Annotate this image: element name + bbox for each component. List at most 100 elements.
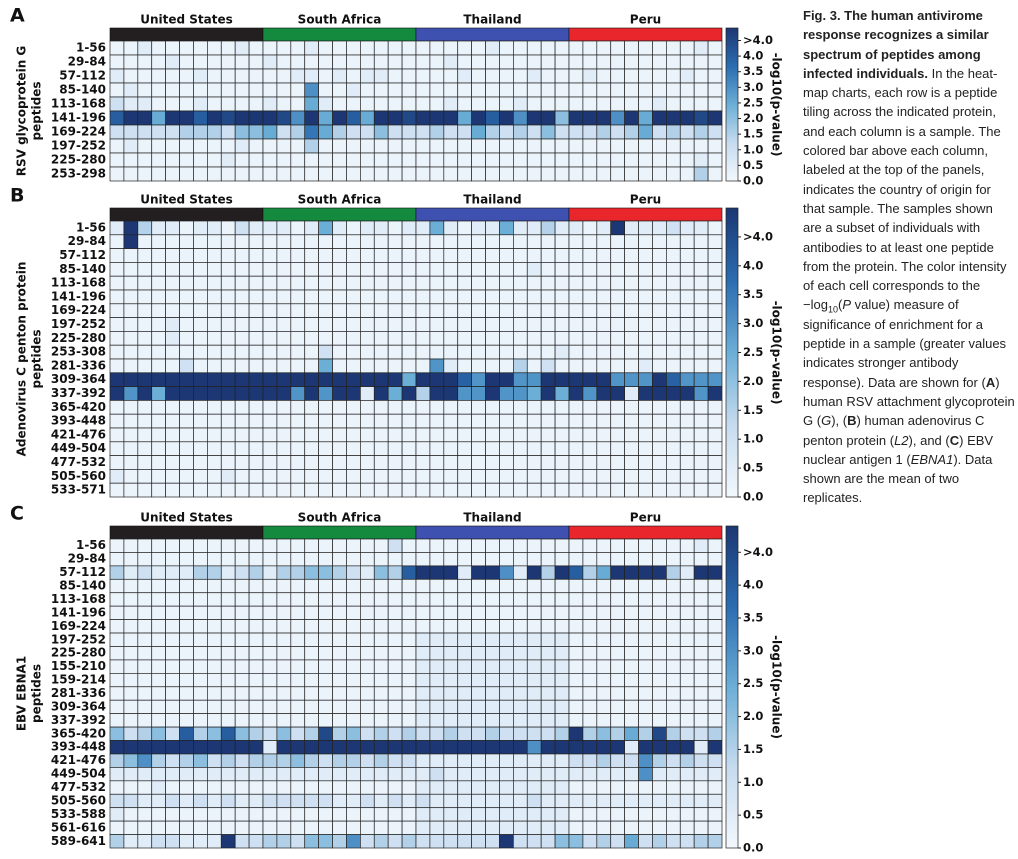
heat-cell: [193, 767, 208, 782]
heat-cell: [457, 455, 472, 470]
heat-cell: [262, 413, 278, 429]
heat-cell: [485, 619, 500, 634]
heat-cell: [485, 740, 500, 755]
heat-cell: [443, 413, 459, 429]
heat-cell: [429, 372, 445, 387]
heat-cell: [457, 605, 472, 620]
heat-cell: [540, 344, 556, 360]
heat-cell: [207, 767, 222, 782]
heat-cell: [276, 686, 292, 701]
heat-cell: [220, 40, 236, 56]
heat-cell: [666, 834, 681, 849]
heat-cell: [707, 552, 723, 567]
heat-cell: [679, 538, 695, 553]
heat-cell: [151, 386, 166, 401]
heat-cell: [693, 262, 709, 277]
heat-cell: [443, 54, 459, 70]
heat-cell: [207, 331, 222, 346]
heat-cell: [220, 441, 236, 456]
heat-cell: [220, 713, 236, 728]
heat-cell: [596, 110, 612, 126]
heat-cell: [624, 96, 639, 112]
heat-cell: [457, 713, 472, 728]
heat-cell: [109, 82, 125, 98]
heat-cell: [554, 96, 570, 112]
heat-cell: [318, 166, 333, 182]
heat-cell: [220, 469, 236, 484]
heat-cell: [610, 699, 625, 715]
heat-cell: [234, 138, 250, 154]
heat-cell: [304, 578, 319, 594]
heat-cell: [109, 780, 125, 795]
heat-cell: [207, 96, 222, 112]
colorbar-tick-label: 2.0: [743, 374, 763, 388]
heat-cell: [596, 482, 612, 498]
heat-cell: [666, 152, 681, 168]
heat-cell: [179, 358, 194, 374]
heat-cell: [554, 152, 570, 168]
row-label: 449-504: [51, 767, 106, 781]
heat-cell: [304, 672, 319, 688]
heat-cell: [304, 386, 319, 401]
heat-cell: [318, 538, 333, 553]
heat-cell: [387, 248, 403, 263]
heat-cell: [471, 699, 486, 715]
heat-cell: [290, 793, 306, 809]
colorbar-tick-label: 2.0: [743, 111, 763, 125]
heat-cell: [499, 699, 514, 715]
heat-cell: [401, 455, 417, 470]
heat-cell: [248, 686, 264, 701]
heat-cell: [443, 552, 459, 567]
heat-cell: [443, 275, 459, 291]
heat-cell: [429, 275, 445, 291]
heat-cell: [304, 780, 319, 795]
heat-cell: [652, 632, 667, 647]
heat-cell: [638, 400, 653, 415]
heat-cell: [443, 592, 459, 607]
colorbar-tick-label: 0.0: [743, 490, 763, 504]
heat-cell: [679, 455, 695, 470]
heat-cell: [401, 234, 417, 249]
heat-cell: [471, 441, 486, 456]
heat-cell: [346, 632, 361, 647]
colorbar-tick-label: 3.0: [743, 80, 763, 94]
heat-cell: [554, 275, 570, 291]
heat-cell: [276, 234, 292, 249]
heat-cell: [262, 358, 278, 374]
heat-cell: [624, 780, 639, 795]
heat-cell: [679, 110, 695, 126]
heat-cell: [234, 767, 250, 782]
heat-cell: [193, 220, 208, 236]
heat-cell: [387, 699, 403, 715]
heat-cell: [513, 358, 528, 374]
heat-cell: [360, 713, 375, 728]
heat-cell: [554, 344, 570, 360]
heat-cell: [485, 54, 500, 70]
colorbar-tick-label: 2.5: [743, 676, 763, 690]
heat-cell: [443, 358, 459, 374]
heat-cell: [540, 740, 556, 755]
heat-cell: [638, 96, 653, 112]
heat-cell: [652, 578, 667, 594]
heat-cell: [485, 82, 500, 98]
heat-cell: [582, 427, 598, 443]
heat-cell: [193, 455, 208, 470]
heat-cell: [693, 275, 709, 291]
heat-cell: [457, 386, 472, 401]
heat-cell: [596, 780, 612, 795]
heat-cell: [248, 303, 264, 318]
heat-cell: [123, 82, 139, 98]
heat-cell: [499, 578, 514, 594]
heat-cell: [582, 400, 598, 415]
heat-cell: [443, 110, 459, 126]
heat-cell: [137, 386, 153, 401]
heat-cell: [401, 834, 417, 849]
heat-cell: [207, 166, 222, 182]
heat-cell: [499, 372, 514, 387]
heat-cell: [652, 331, 667, 346]
heat-cell: [109, 565, 125, 580]
heat-cell: [109, 386, 125, 401]
heat-cell: [610, 441, 625, 456]
heat-cell: [513, 344, 528, 360]
heat-cell: [415, 138, 431, 154]
